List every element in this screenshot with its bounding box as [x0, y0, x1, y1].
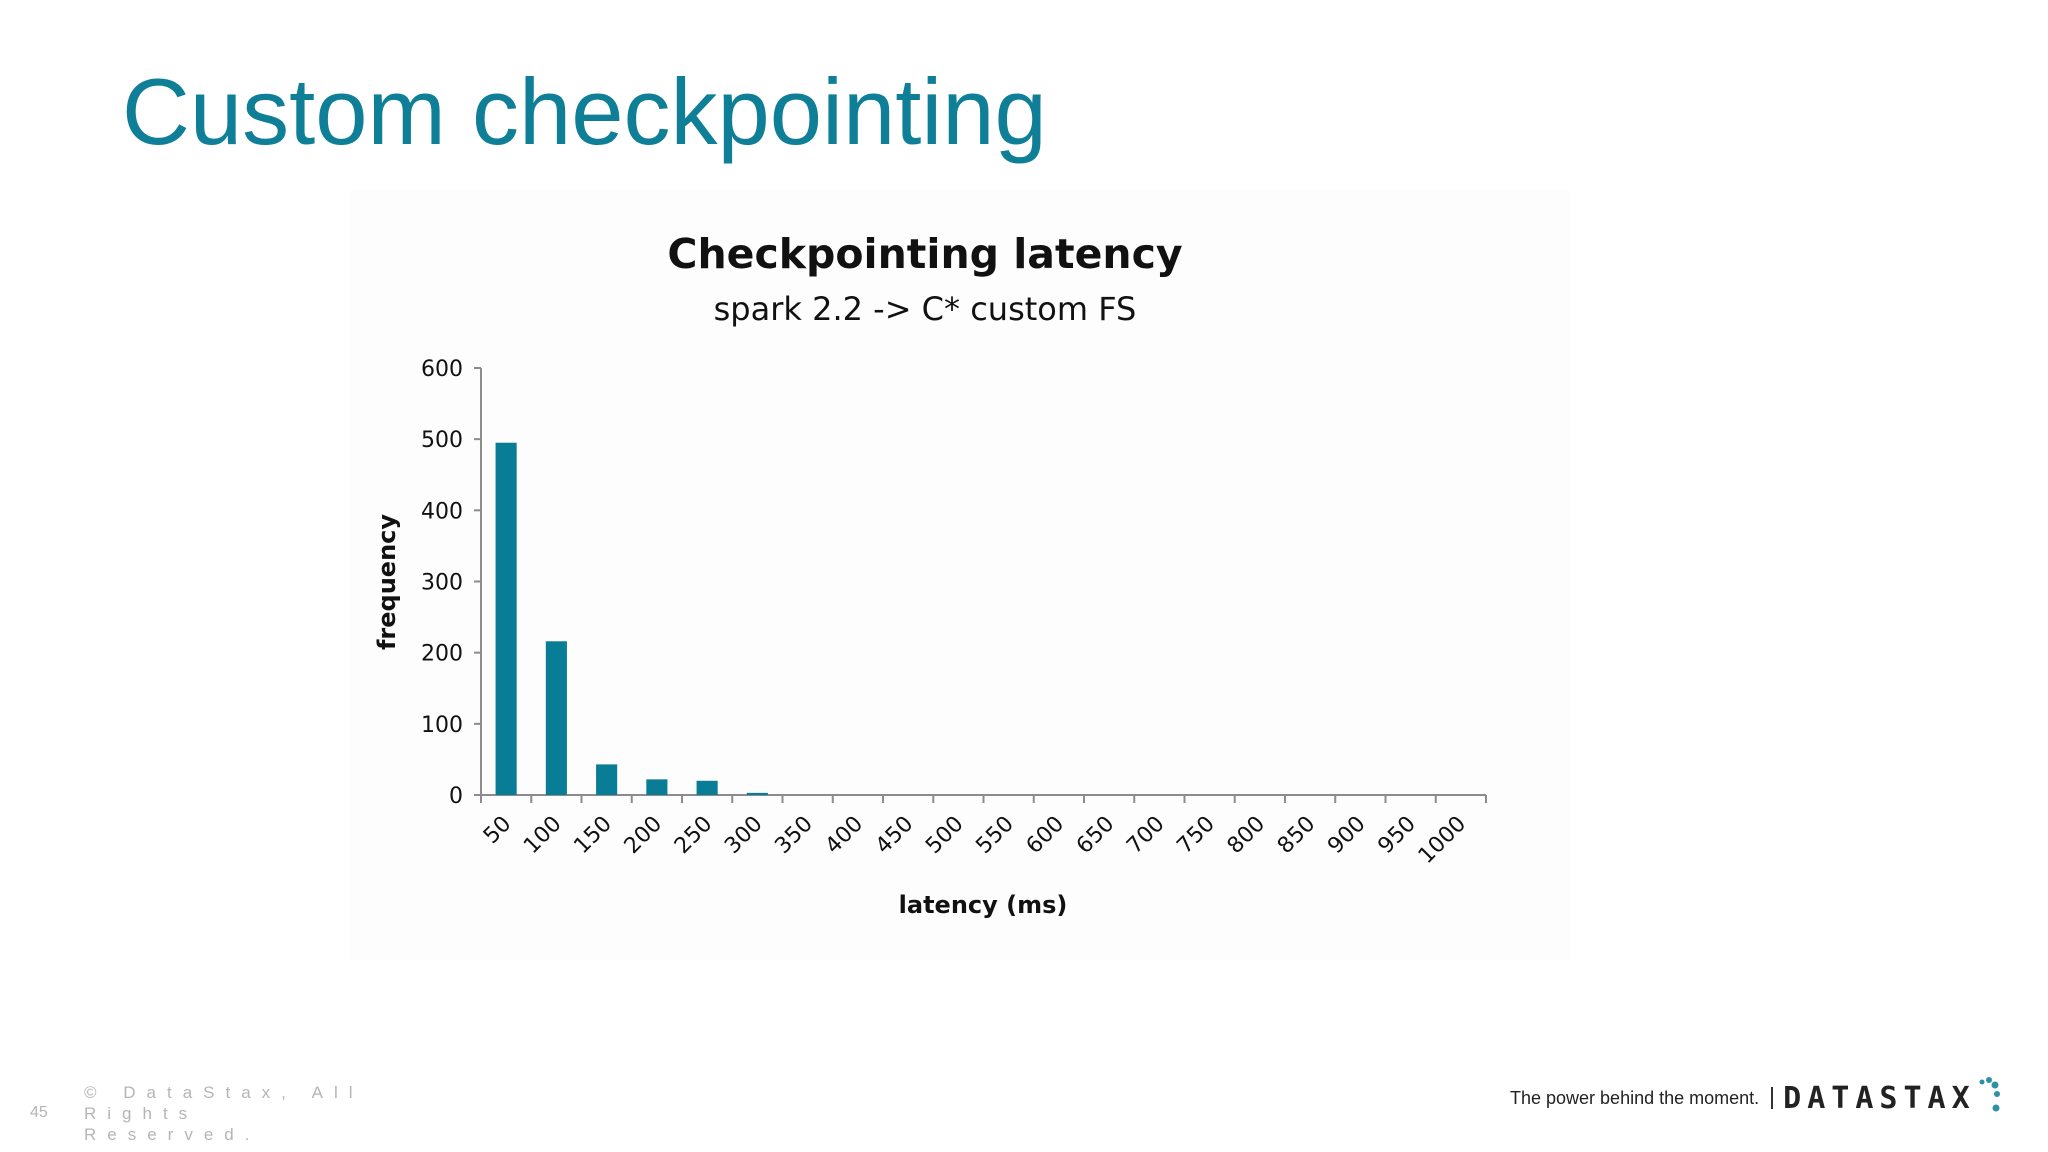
bar: [746, 792, 768, 795]
bar: [596, 764, 618, 795]
y-tick-label: 200: [421, 642, 463, 667]
y-tick-label: 500: [421, 428, 463, 453]
x-tick-label: 150: [569, 812, 616, 859]
x-tick-label: 300: [720, 812, 767, 859]
x-tick-label: 350: [770, 812, 817, 859]
page-number: 45: [30, 1104, 48, 1121]
x-tick-label: 100: [519, 812, 566, 859]
y-tick-label: 400: [421, 499, 463, 524]
chart-title: Checkpointing latency: [667, 230, 1182, 278]
copyright-notice: © DataStax, All Rights Reserved.: [84, 1083, 364, 1144]
bar: [646, 779, 668, 795]
x-tick-label: 700: [1122, 812, 1169, 859]
bar: [545, 641, 567, 795]
x-axis-label: latency (ms): [899, 891, 1068, 919]
chart-subtitle: spark 2.2 -> C* custom FS: [714, 290, 1137, 328]
x-tick-label: 650: [1072, 812, 1119, 859]
brand-tagline: The power behind the moment.: [1510, 1087, 1760, 1108]
brand-footer: The power behind the moment. DATASTAX: [1510, 1076, 2000, 1120]
brand-separator: [1771, 1087, 1774, 1109]
datastax-logo-dots-icon: [1979, 1077, 2000, 1112]
datastax-logo-text: DATASTAX: [1783, 1080, 1976, 1116]
x-tick-label: 800: [1223, 812, 1270, 859]
y-tick-label: 600: [421, 357, 463, 382]
bar-chart: Checkpointing latency spark 2.2 -> C* cu…: [373, 230, 1487, 919]
x-tick-label: 1000: [1414, 812, 1471, 869]
chart-area: Checkpointing latency spark 2.2 -> C* cu…: [350, 190, 1570, 960]
x-tick-label: 450: [871, 812, 918, 859]
x-tick-label: 900: [1323, 812, 1370, 859]
x-tick-label: 750: [1172, 812, 1219, 859]
y-tick-label: 300: [421, 571, 463, 596]
bar: [696, 780, 718, 795]
y-tick-label: 100: [421, 713, 463, 738]
x-tick-label: 850: [1273, 812, 1320, 859]
x-tick-label: 200: [620, 812, 667, 859]
x-tick-label: 600: [1022, 812, 1069, 859]
x-tick-label: 400: [821, 812, 868, 859]
y-tick-label: 0: [449, 784, 463, 809]
y-axis-label: frequency: [373, 514, 401, 650]
x-tick-label: 550: [971, 812, 1018, 859]
bar: [495, 442, 517, 795]
slide-title: Custom checkpointing: [122, 59, 1047, 164]
x-tick-label: 50: [479, 812, 516, 849]
x-tick-label: 500: [921, 812, 968, 859]
x-tick-label: 250: [670, 812, 717, 859]
